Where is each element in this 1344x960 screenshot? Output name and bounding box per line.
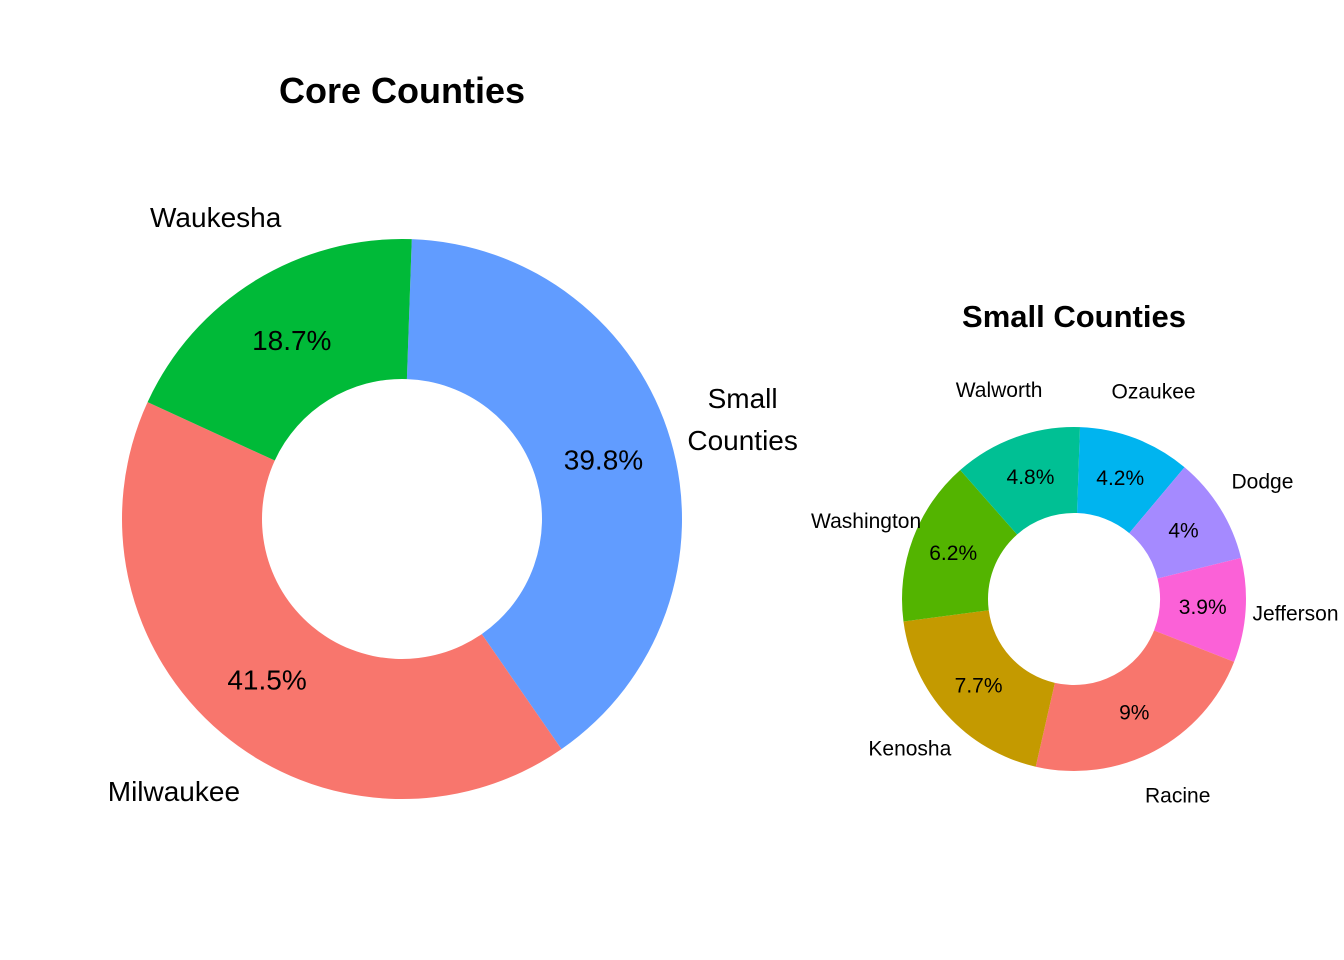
slice-ozaukee	[1077, 427, 1185, 534]
category-label-small-counties: Small Counties	[687, 383, 798, 456]
percent-label-small-counties: 39.8%	[564, 444, 643, 475]
slice-jefferson	[1154, 557, 1246, 662]
category-label-kenosha: Kenosha	[868, 737, 951, 760]
slice-waukesha	[147, 238, 412, 461]
percent-label-waukesha: 18.7%	[252, 325, 331, 356]
category-label-jefferson: Jefferson	[1253, 602, 1339, 625]
core-counties-title: Core Counties	[279, 70, 525, 111]
percent-label-kenosha: 7.7%	[955, 674, 1003, 697]
slice-small-counties	[406, 239, 683, 750]
small-counties-title: Small Counties	[962, 299, 1186, 334]
percent-label-jefferson: 3.9%	[1179, 596, 1227, 619]
category-label-dodge: Dodge	[1231, 470, 1293, 493]
slice-milwaukee	[121, 402, 562, 799]
category-label-walworth: Walworth	[956, 379, 1043, 402]
slice-racine	[1035, 630, 1235, 771]
category-label-waukesha: Waukesha	[150, 201, 282, 232]
category-label-milwaukee: Milwaukee	[108, 776, 240, 807]
percent-label-washington: 6.2%	[929, 542, 977, 565]
percent-label-milwaukee: 41.5%	[227, 664, 306, 695]
slice-dodge	[1129, 467, 1242, 579]
core-counties-donut: 39.8% Small Counties 41.5% Milwaukee 18.7% Wau…	[108, 201, 798, 806]
slice-washington	[902, 470, 1018, 622]
percent-label-racine: 9%	[1119, 702, 1149, 725]
slice-kenosha	[903, 610, 1055, 767]
slice-walworth	[960, 427, 1081, 535]
percent-label-walworth: 4.8%	[1007, 466, 1055, 489]
small-counties-donut: 4.2% Ozaukee 4% Dodge 3.9% Jefferson 9% Racine 7…	[811, 379, 1338, 807]
category-label-racine: Racine	[1145, 784, 1210, 807]
percent-label-dodge: 4%	[1168, 519, 1198, 542]
percent-label-ozaukee: 4.2%	[1096, 467, 1144, 490]
category-label-ozaukee: Ozaukee	[1112, 380, 1196, 403]
category-label-washington: Washington	[811, 510, 921, 533]
